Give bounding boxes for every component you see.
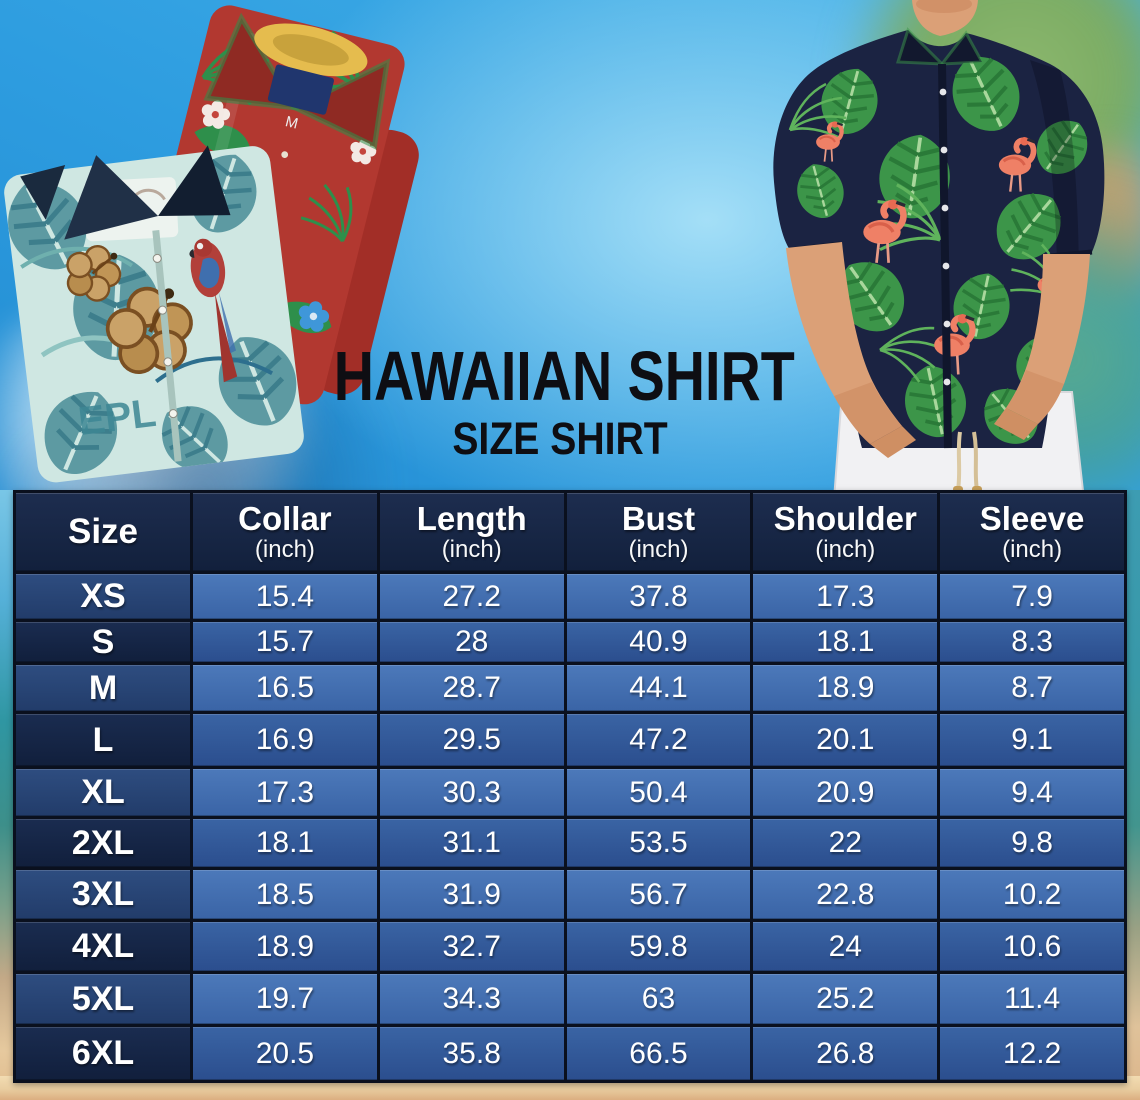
shoulder-value: 22.8	[753, 870, 938, 919]
red-shirt-size-label: M	[283, 113, 299, 133]
length-value: 31.1	[379, 819, 564, 867]
folded-shirts-photo: M	[0, 5, 419, 500]
header-bust: Bust (inch)	[566, 493, 751, 571]
header-size: Size	[16, 493, 190, 571]
collar-value: 18.1	[193, 819, 377, 867]
model-arms	[786, 242, 1090, 458]
beach-left-edge	[0, 490, 14, 1100]
collar-value: 15.7	[193, 622, 377, 662]
size-chart-body: XS 15.4 27.2 37.8 17.3 7.9 S 15.7 28 40.…	[16, 574, 1124, 1080]
bust-value: 47.2	[566, 714, 751, 766]
bust-value: 44.1	[566, 665, 751, 711]
shoulder-value: 17.3	[753, 574, 938, 619]
bust-value: 37.8	[566, 574, 751, 619]
size-label: M	[16, 665, 190, 711]
sleeve-value: 8.7	[940, 665, 1124, 711]
shoulder-value: 25.2	[753, 974, 938, 1024]
bust-value: 63	[566, 974, 751, 1024]
shoulder-value: 24	[753, 922, 938, 971]
table-row: 3XL 18.5 31.9 56.7 22.8 10.2	[16, 870, 1124, 919]
collar-value: 16.5	[193, 665, 377, 711]
sleeve-value: 10.6	[940, 922, 1124, 971]
size-label: XS	[16, 574, 190, 619]
size-label: 6XL	[16, 1027, 190, 1080]
collar-value: 19.7	[193, 974, 377, 1024]
length-value: 34.3	[379, 974, 564, 1024]
bust-value: 40.9	[566, 622, 751, 662]
table-row: XS 15.4 27.2 37.8 17.3 7.9	[16, 574, 1124, 619]
page-title: HAWAIIAN SHIRT	[333, 337, 795, 415]
length-value: 28.7	[379, 665, 564, 711]
title-block: HAWAIIAN SHIRT SIZE SHIRT	[300, 337, 820, 464]
sleeve-value: 7.9	[940, 574, 1124, 619]
page-subtitle: SIZE SHIRT	[452, 413, 668, 464]
shoulder-value: 26.8	[753, 1027, 938, 1080]
table-row: XL 17.3 30.3 50.4 20.9 9.4	[16, 769, 1124, 816]
bust-value: 59.8	[566, 922, 751, 971]
length-value: 28	[379, 622, 564, 662]
collar-value: 16.9	[193, 714, 377, 766]
size-label: 2XL	[16, 819, 190, 867]
sleeve-value: 11.4	[940, 974, 1124, 1024]
shoulder-value: 18.1	[753, 622, 938, 662]
collar-value: 20.5	[193, 1027, 377, 1080]
size-label: 5XL	[16, 974, 190, 1024]
sleeve-value: 9.4	[940, 769, 1124, 816]
teal-hawaiian-shirt: EPL	[0, 133, 318, 500]
bust-value: 53.5	[566, 819, 751, 867]
table-row: L 16.9 29.5 47.2 20.1 9.1	[16, 714, 1124, 766]
sleeve-value: 12.2	[940, 1027, 1124, 1080]
length-value: 32.7	[379, 922, 564, 971]
table-row: M 16.5 28.7 44.1 18.9 8.7	[16, 665, 1124, 711]
size-label: L	[16, 714, 190, 766]
shoulder-value: 18.9	[753, 665, 938, 711]
teal-shirt-print-text: EPL	[76, 391, 159, 444]
sleeve-value: 9.1	[940, 714, 1124, 766]
table-row: S 15.7 28 40.9 18.1 8.3	[16, 622, 1124, 662]
size-label: S	[16, 622, 190, 662]
beach-right-edge	[1126, 490, 1140, 1100]
shoulder-value: 20.9	[753, 769, 938, 816]
parrot-print	[189, 238, 238, 383]
bust-value: 50.4	[566, 769, 751, 816]
collar-value: 18.9	[193, 922, 377, 971]
header-sleeve: Sleeve (inch)	[940, 493, 1124, 571]
table-row: 6XL 20.5 35.8 66.5 26.8 12.2	[16, 1027, 1124, 1080]
size-chart-table: Size Collar (inch) Length (inch) Bust (i…	[13, 490, 1127, 1083]
size-chart-header: Size Collar (inch) Length (inch) Bust (i…	[16, 493, 1124, 571]
sleeve-value: 9.8	[940, 819, 1124, 867]
collar-value: 15.4	[193, 574, 377, 619]
length-value: 35.8	[379, 1027, 564, 1080]
length-value: 31.9	[379, 870, 564, 919]
length-value: 27.2	[379, 574, 564, 619]
size-label: 3XL	[16, 870, 190, 919]
size-label: XL	[16, 769, 190, 816]
table-row: 4XL 18.9 32.7 59.8 24 10.6	[16, 922, 1124, 971]
sleeve-value: 8.3	[940, 622, 1124, 662]
sleeve-value: 10.2	[940, 870, 1124, 919]
table-row: 2XL 18.1 31.1 53.5 22 9.8	[16, 819, 1124, 867]
model-photo	[773, 0, 1105, 500]
shoulder-value: 20.1	[753, 714, 938, 766]
header-shoulder: Shoulder (inch)	[753, 493, 938, 571]
table-row: 5XL 19.7 34.3 63 25.2 11.4	[16, 974, 1124, 1024]
length-value: 30.3	[379, 769, 564, 816]
shoulder-value: 22	[753, 819, 938, 867]
bust-value: 56.7	[566, 870, 751, 919]
collar-value: 18.5	[193, 870, 377, 919]
size-label: 4XL	[16, 922, 190, 971]
header-length: Length (inch)	[379, 493, 564, 571]
length-value: 29.5	[379, 714, 564, 766]
collar-value: 17.3	[193, 769, 377, 816]
bust-value: 66.5	[566, 1027, 751, 1080]
header-collar: Collar (inch)	[193, 493, 377, 571]
